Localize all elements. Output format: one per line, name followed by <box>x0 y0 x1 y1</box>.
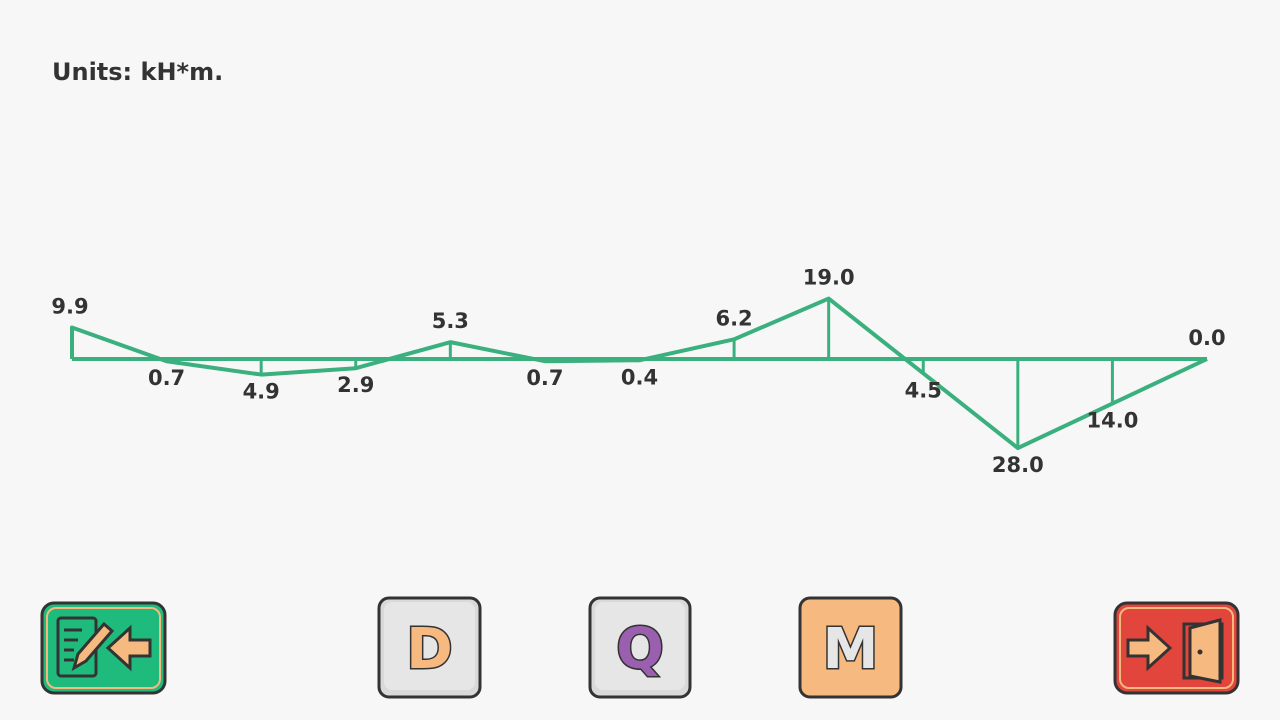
value-label: 6.2 <box>715 306 752 330</box>
value-label: 2.9 <box>337 373 374 397</box>
button-face <box>384 602 475 690</box>
exit-button[interactable] <box>1113 601 1240 695</box>
button-inner <box>46 607 161 689</box>
button-inner <box>1119 607 1234 689</box>
value-label: 0.4 <box>621 365 658 389</box>
m-button[interactable]: M <box>798 596 903 699</box>
units-label: Units: kH*m. <box>52 58 223 86</box>
icon-knob <box>1197 649 1203 655</box>
value-label: 4.9 <box>243 380 280 404</box>
value-label: 14.0 <box>1087 409 1139 433</box>
value-label: 4.5 <box>905 378 942 402</box>
edit-button[interactable] <box>40 601 167 695</box>
icon-pencil <box>71 621 115 672</box>
value-label: 5.3 <box>432 309 469 333</box>
button-label: M <box>823 617 879 682</box>
icon-arrow <box>105 624 152 672</box>
icon-lines <box>64 628 82 662</box>
value-label: 19.0 <box>803 266 855 290</box>
icon-door <box>1188 618 1222 684</box>
button-face <box>595 602 685 690</box>
value-label: 0.7 <box>148 366 185 390</box>
d-button[interactable]: D <box>377 596 482 699</box>
icon-arrow <box>1126 624 1173 672</box>
value-label: 28.0 <box>992 453 1044 477</box>
value-label: 9.9 <box>51 295 88 319</box>
q-button[interactable]: Q <box>588 596 692 699</box>
moment-line <box>70 296 1208 451</box>
button-label: D <box>406 617 452 682</box>
value-label: 0.0 <box>1188 326 1225 350</box>
value-label: 0.7 <box>526 366 563 390</box>
button-label: Q <box>616 617 664 682</box>
diagram: 9.9 0.7 4.9 2.9 5.3 0.7 0.4 6.2 19.0 4.5 28.0 14.0 0… <box>51 266 1225 477</box>
button-frame <box>798 596 903 699</box>
